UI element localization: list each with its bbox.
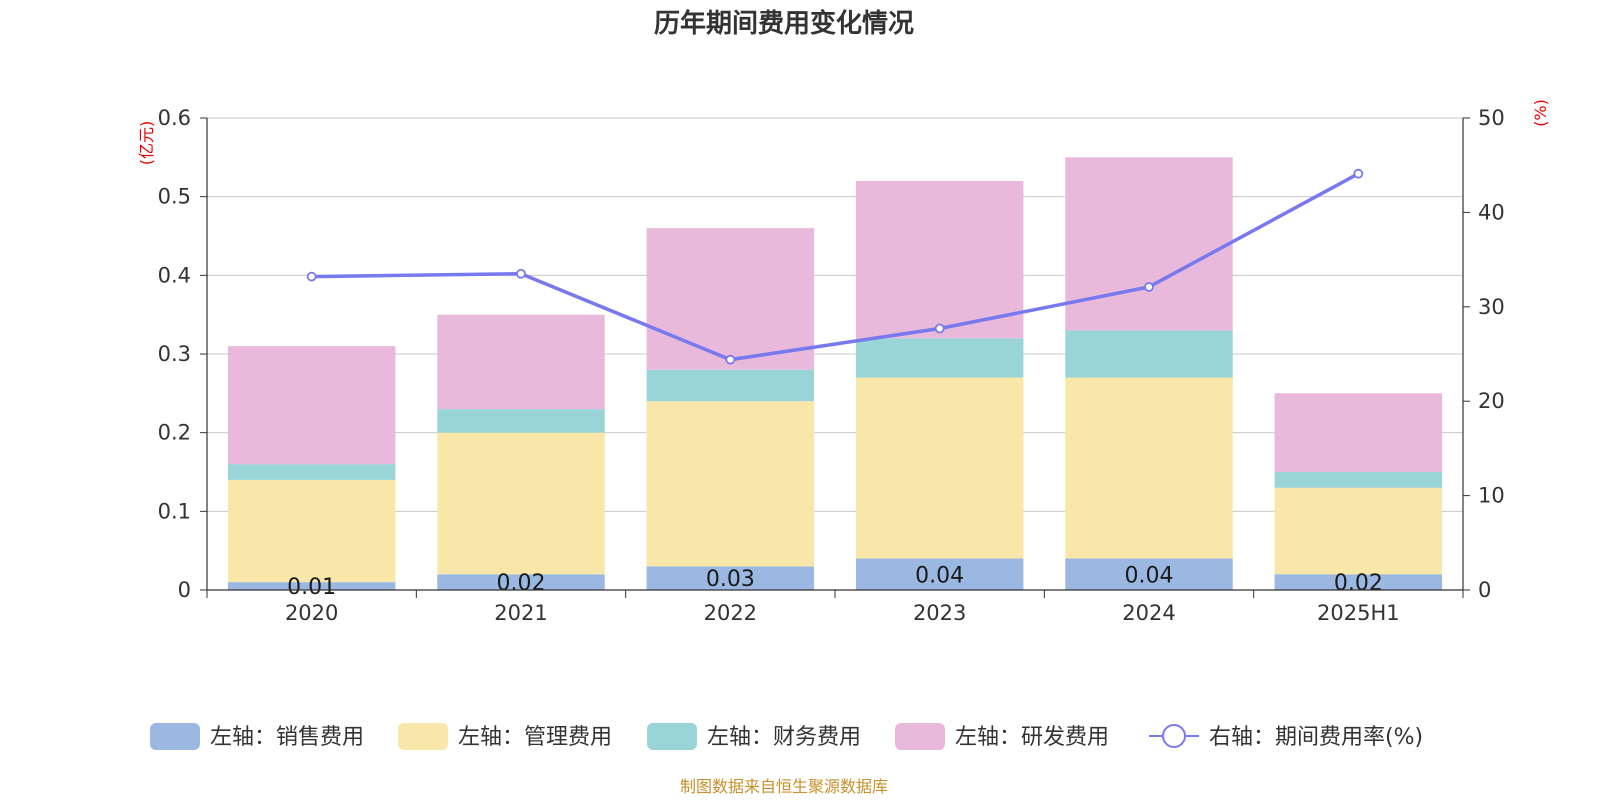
- bar-segment: [646, 566, 815, 590]
- left-axis-tick-label: 0.5: [158, 185, 191, 209]
- bar-segment: [855, 558, 1024, 590]
- bar-segment: [646, 401, 815, 567]
- bar-segment: [646, 369, 815, 402]
- x-axis-tick-label: 2020: [285, 601, 338, 625]
- right-axis-tick-label: 50: [1478, 106, 1505, 130]
- bar-segment: [1274, 472, 1443, 488]
- legend-swatch: [150, 723, 200, 750]
- right-axis-tick-label: 0: [1478, 578, 1491, 602]
- rate-point: [1353, 168, 1364, 179]
- bar-segment: [227, 582, 396, 590]
- bar-segment: [227, 346, 396, 465]
- right-axis-tick-label: 40: [1478, 200, 1505, 224]
- bar-segment: [437, 409, 605, 433]
- bars: 0.01 0.02 0.03 0.04 0.04 0.02: [227, 157, 1443, 600]
- bar-segment: [1274, 393, 1443, 472]
- legend-swatch: [647, 723, 697, 750]
- left-axis-tick-label: 0.6: [158, 106, 191, 130]
- rate-line-series: [306, 168, 1364, 365]
- legend-label: 左轴：研发费用: [955, 725, 1109, 750]
- bar-segment: [1065, 157, 1233, 331]
- bar-segment: [437, 432, 605, 575]
- bar-segment: [437, 314, 605, 410]
- axes: 0 0.1 0.2 0.3 0.4 0.5 0.6 0 10 20 30 40 50 2020 2021 20…: [158, 106, 1505, 625]
- right-axis-tick-label: 10: [1478, 484, 1505, 508]
- left-axis-tick-label: 0: [178, 578, 191, 602]
- legend-swatch: [398, 723, 448, 750]
- bar-segment: [227, 479, 396, 583]
- bar-segment: [855, 338, 1024, 378]
- bar-segment: [1065, 558, 1233, 590]
- left-axis-tick-label: 0.1: [158, 499, 191, 523]
- left-axis-tick-label: 0.3: [158, 342, 191, 366]
- bar-segment: [646, 228, 815, 370]
- legend-marker: [1162, 724, 1186, 748]
- bar-data-label: 0.04: [1125, 563, 1174, 588]
- legend-label: 左轴：财务费用: [707, 725, 861, 750]
- left-axis-unit: (亿元): [137, 121, 156, 166]
- bar-segment: [227, 464, 396, 480]
- bar-data-label: 0.04: [915, 563, 964, 588]
- rate-point: [306, 271, 317, 282]
- legend-label: 左轴：销售费用: [210, 725, 364, 750]
- rate-point: [934, 323, 945, 334]
- right-axis-tick-label: 30: [1478, 295, 1505, 319]
- right-axis-unit: (%): [1531, 99, 1550, 127]
- bar-segment: [437, 574, 605, 590]
- bar-segment: [855, 180, 1024, 339]
- bar-data-label: 0.02: [497, 571, 546, 596]
- bar-data-label: 0.02: [1334, 571, 1383, 596]
- legend-swatch: [895, 723, 945, 750]
- bar-data-label: 0.03: [706, 567, 755, 592]
- x-axis-tick-label: 2024: [1122, 601, 1175, 625]
- right-axis-tick-label: 20: [1478, 389, 1505, 413]
- x-axis-tick-label: 2021: [494, 601, 547, 625]
- bar-segment: [1065, 377, 1233, 559]
- x-axis-tick-label: 2023: [913, 601, 966, 625]
- legend: 左轴：销售费用 左轴：管理费用 左轴：财务费用 左轴：研发费用 右轴：期间费用率(%): [150, 723, 1423, 750]
- left-axis-tick-label: 0.2: [158, 421, 191, 445]
- bar-segment: [1274, 574, 1443, 590]
- rate-point: [725, 354, 736, 365]
- rate-line: [311, 172, 1360, 362]
- source-note: 制图数据来自恒生聚源数据库: [680, 777, 888, 796]
- rate-point: [516, 268, 526, 279]
- legend-label: 左轴：管理费用: [458, 725, 612, 750]
- x-axis-tick-label: 2022: [704, 601, 757, 625]
- bar-segment: [1065, 330, 1233, 378]
- chart-title: 历年期间费用变化情况: [654, 8, 914, 39]
- rate-point: [1144, 282, 1154, 292]
- bar-segment: [1274, 487, 1443, 575]
- left-axis-tick-label: 0.4: [158, 263, 191, 287]
- bar-segment: [855, 377, 1024, 559]
- x-axis-tick-label: 2025H1: [1317, 601, 1400, 625]
- legend-label: 右轴：期间费用率(%): [1209, 725, 1423, 750]
- bar-data-label: 0.01: [287, 575, 336, 600]
